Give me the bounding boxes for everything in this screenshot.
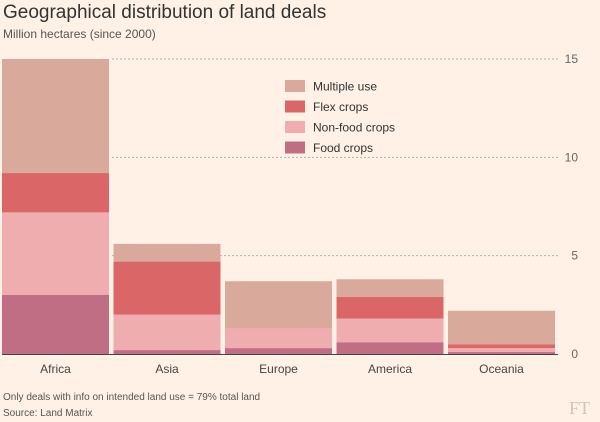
y-tick-label: 5	[571, 249, 578, 263]
chart-title: Geographical distribution of land deals	[3, 2, 327, 23]
bar-europe-non-food-crops	[225, 328, 332, 349]
ft-logo: FT	[568, 398, 590, 418]
legend-swatch-flex-crops	[285, 100, 305, 113]
footnote: Only deals with info on intended land us…	[3, 392, 261, 403]
y-tick-label: 0	[571, 347, 578, 361]
x-tick-label: America	[368, 362, 412, 376]
x-tick-label: Asia	[155, 362, 179, 376]
legend: Multiple use Flex crops Non-food crops Food…	[285, 80, 395, 155]
bar-africa-non-food-crops	[2, 212, 109, 295]
legend-label: Flex crops	[313, 100, 368, 114]
legend-label: Food crops	[313, 141, 373, 155]
bar-america-multiple-use	[336, 279, 444, 297]
bar-africa-food-crops	[2, 295, 109, 354]
bar-oceania-flex-crops	[448, 344, 555, 349]
bar-africa-multiple-use	[2, 59, 109, 174]
bar-america-flex-crops	[336, 296, 444, 319]
legend-swatch-multiple-use	[285, 80, 305, 92]
source-note: Source: Land Matrix	[3, 408, 93, 419]
bars: Africa Asia Europe America Oceania	[2, 59, 555, 376]
legend-label: Non-food crops	[313, 121, 395, 135]
bar-africa-flex-crops	[2, 173, 109, 213]
y-tick-label: 15	[565, 52, 579, 66]
chart-subtitle: Million hectares (since 2000)	[3, 27, 156, 41]
bar-asia-non-food-crops	[113, 314, 221, 351]
bar-oceania-non-food-crops	[448, 348, 555, 353]
bar-oceania-multiple-use	[448, 310, 555, 345]
x-tick-label: Africa	[40, 362, 71, 376]
bar-asia-food-crops	[113, 350, 221, 354]
bar-asia-flex-crops	[113, 261, 221, 315]
bar-america-non-food-crops	[336, 318, 444, 343]
legend-swatch-non-food-crops	[285, 121, 305, 133]
legend-label: Multiple use	[313, 80, 377, 94]
bar-europe-food-crops	[225, 348, 332, 354]
x-tick-label: Europe	[259, 362, 298, 376]
gridlines: 0 5 10 15	[112, 52, 578, 361]
y-tick-label: 10	[565, 150, 579, 164]
bar-europe-multiple-use	[225, 281, 332, 329]
bar-asia-multiple-use	[113, 243, 221, 262]
bar-oceania-food-crops	[448, 352, 555, 354]
x-tick-label: Oceania	[479, 362, 524, 376]
bar-america-food-crops	[336, 342, 444, 354]
legend-swatch-food-crops	[285, 141, 305, 154]
